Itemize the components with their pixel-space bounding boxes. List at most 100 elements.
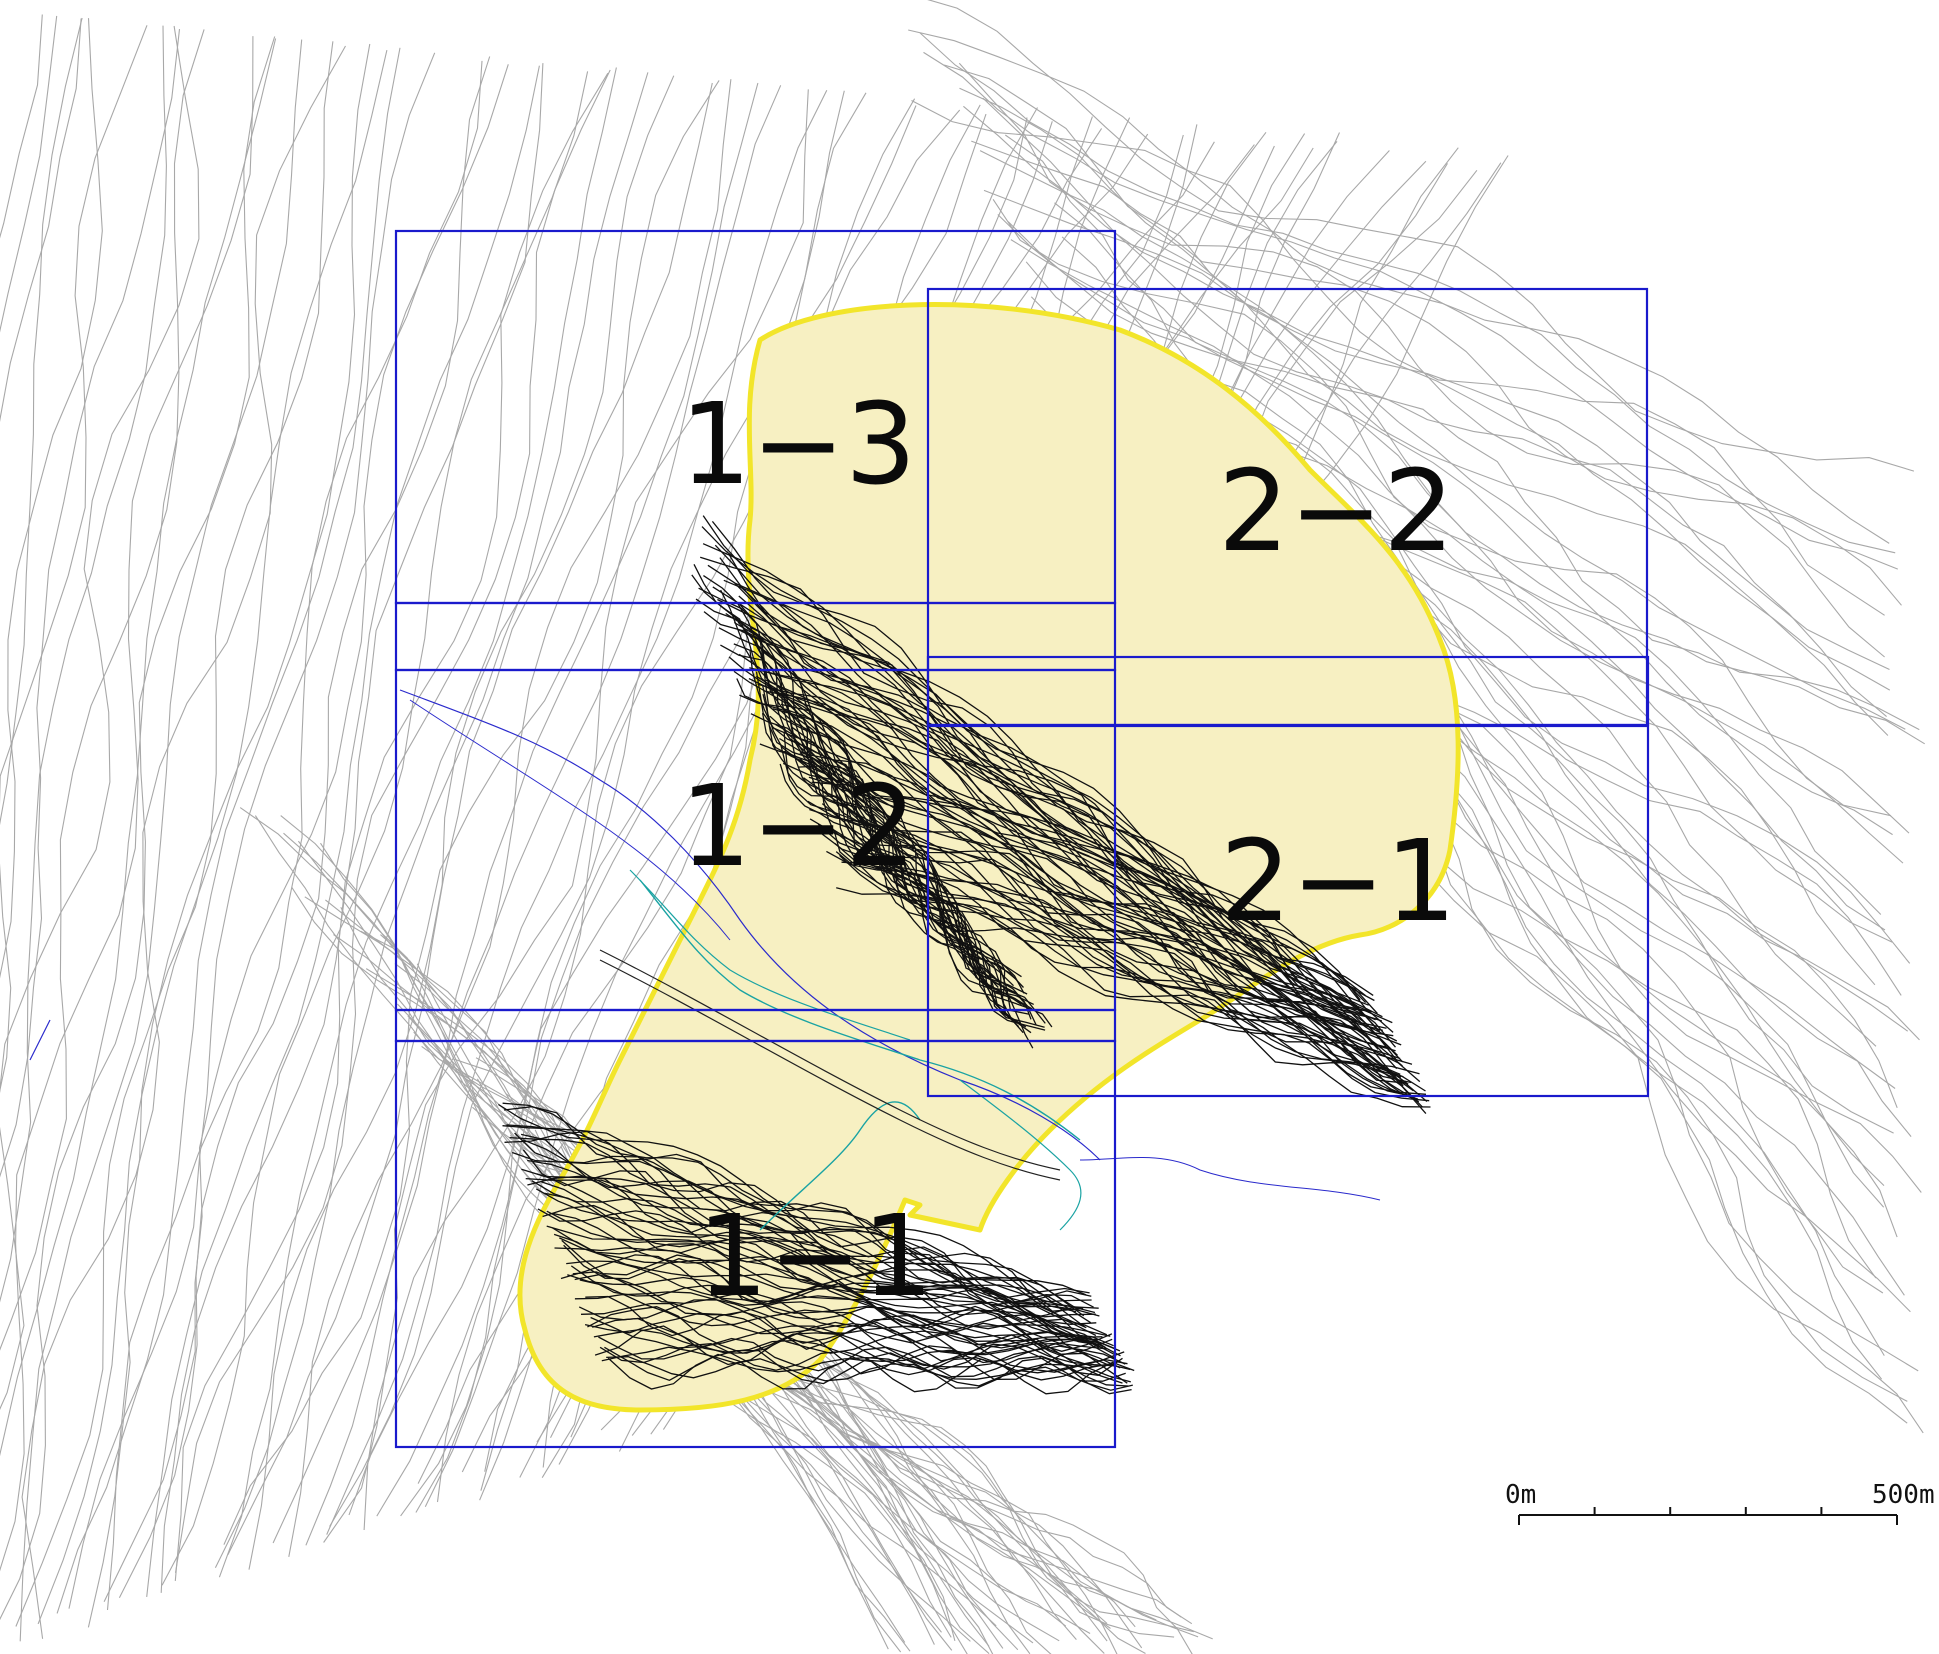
regional-contour [103,64,509,1602]
detailed-contour [783,731,1045,1028]
sheet-frame-1-1-top [394,1008,1117,1043]
detailed-contour [700,556,1374,996]
detailed-contour [750,713,1027,1028]
detailed-contour [717,598,1378,1014]
detailed-contour [779,763,1034,1049]
regional-contour [971,140,1889,736]
scale-bar-end-label: 500m [1872,1480,1935,1510]
regional-contour [944,64,1902,606]
detailed-contour [826,850,1427,1095]
detailed-contour [567,1274,1115,1350]
regional-contour [927,0,1915,472]
detailed-contour [506,1124,1084,1310]
regional-contour [0,29,181,1178]
scale-bar-start-label: 0m [1505,1480,1536,1510]
regional-contour [326,90,828,1535]
scale-bar [1518,1507,1898,1525]
detailed-contour [748,678,1394,1037]
detailed-contour [755,636,1379,1050]
detailed-contour [502,1125,1087,1296]
detailed-contour [736,628,1381,1032]
detailed-contour [839,854,1430,1102]
regional-contour [0,36,254,1572]
regional-contour [919,32,1896,554]
detailed-contour [511,1151,1092,1303]
sheet-label-1-1: 1−1 [697,1192,933,1322]
regional-contour [0,25,200,1410]
detailed-contour [552,1212,1104,1349]
regional-contour [997,214,1893,836]
road [599,949,1061,1181]
detailed-contour [559,1237,1111,1337]
detailed-contour [739,603,1383,1022]
detailed-contour [720,589,1014,987]
detailed-contour [738,585,1379,1021]
regional-contour [992,198,1892,817]
regional-contour [106,60,483,1611]
detailed-contour [594,1325,1128,1384]
regional-contour [160,63,544,1593]
regional-contour [288,79,732,1558]
detailed-contour [587,1306,1123,1384]
detailed-contour [835,851,1428,1102]
detailed-contour [574,1274,1117,1368]
sheet-index-grid [394,229,1650,1449]
detailed-contour [783,750,1053,1028]
detailed-contour [702,543,1367,1004]
detailed-contour [725,612,1024,988]
detailed-contour [503,1106,1081,1312]
sheet-label-2-2: 2−2 [1218,447,1454,577]
detailed-contour [761,712,1024,1034]
detailed-contour-lines [498,515,1431,1395]
regional-contour [248,75,675,1570]
detailed-contour [787,711,1398,1070]
regional-contour [0,25,148,1093]
regional-contour [1054,202,1882,915]
river-lines [29,689,1381,1231]
regional-contour [911,100,1885,616]
regional-contour [223,80,720,1545]
regional-contour [1007,221,1910,834]
detailed-contour [769,715,1037,1026]
detailed-contour [733,643,1012,1011]
regional-contour [0,15,58,333]
detailed-contour [765,690,1396,1048]
sheet-frame-2-1 [926,723,1650,1098]
regional-contour [0,38,277,1457]
detailed-contour [749,667,1394,1033]
sheet-label-1-2: 1−2 [680,762,916,892]
detailed-contour [772,708,1398,1056]
detailed-contour [560,1254,1110,1366]
regional-contour [161,71,589,1586]
detailed-contour [834,842,1424,1108]
detailed-contour [540,1181,1097,1342]
detailed-contour [601,1346,1131,1383]
regional-contour [323,89,809,1543]
regional-contour [963,105,1891,691]
regional-contour [272,82,759,1544]
regional-contour [979,150,1906,730]
detailed-contour [590,1316,1126,1368]
detailed-contour [790,738,1401,1075]
regional-contour [15,41,334,1627]
detailed-contour [563,1244,1113,1356]
sheet-label-1-3: 1−3 [680,380,916,510]
detailed-contour [522,1139,1087,1329]
regional-contour [218,67,617,1578]
regional-contour [87,43,371,1628]
detailed-contour [537,1208,1098,1341]
detailed-contour [566,1260,1114,1347]
detailed-contour [585,1295,1123,1376]
detailed-contour [607,1353,1135,1395]
detailed-contour [761,684,1020,1028]
regional-contour [305,85,782,1546]
detailed-contour [757,683,1391,1049]
detailed-contour [570,1265,1115,1359]
survey-area [517,302,1461,1413]
regional-contour [983,189,1925,745]
detailed-contour [701,526,1366,997]
detailed-contour [598,1336,1129,1387]
detailed-contour [544,1192,1099,1344]
regional-contour [118,56,491,1599]
regional-contour [0,25,167,1303]
